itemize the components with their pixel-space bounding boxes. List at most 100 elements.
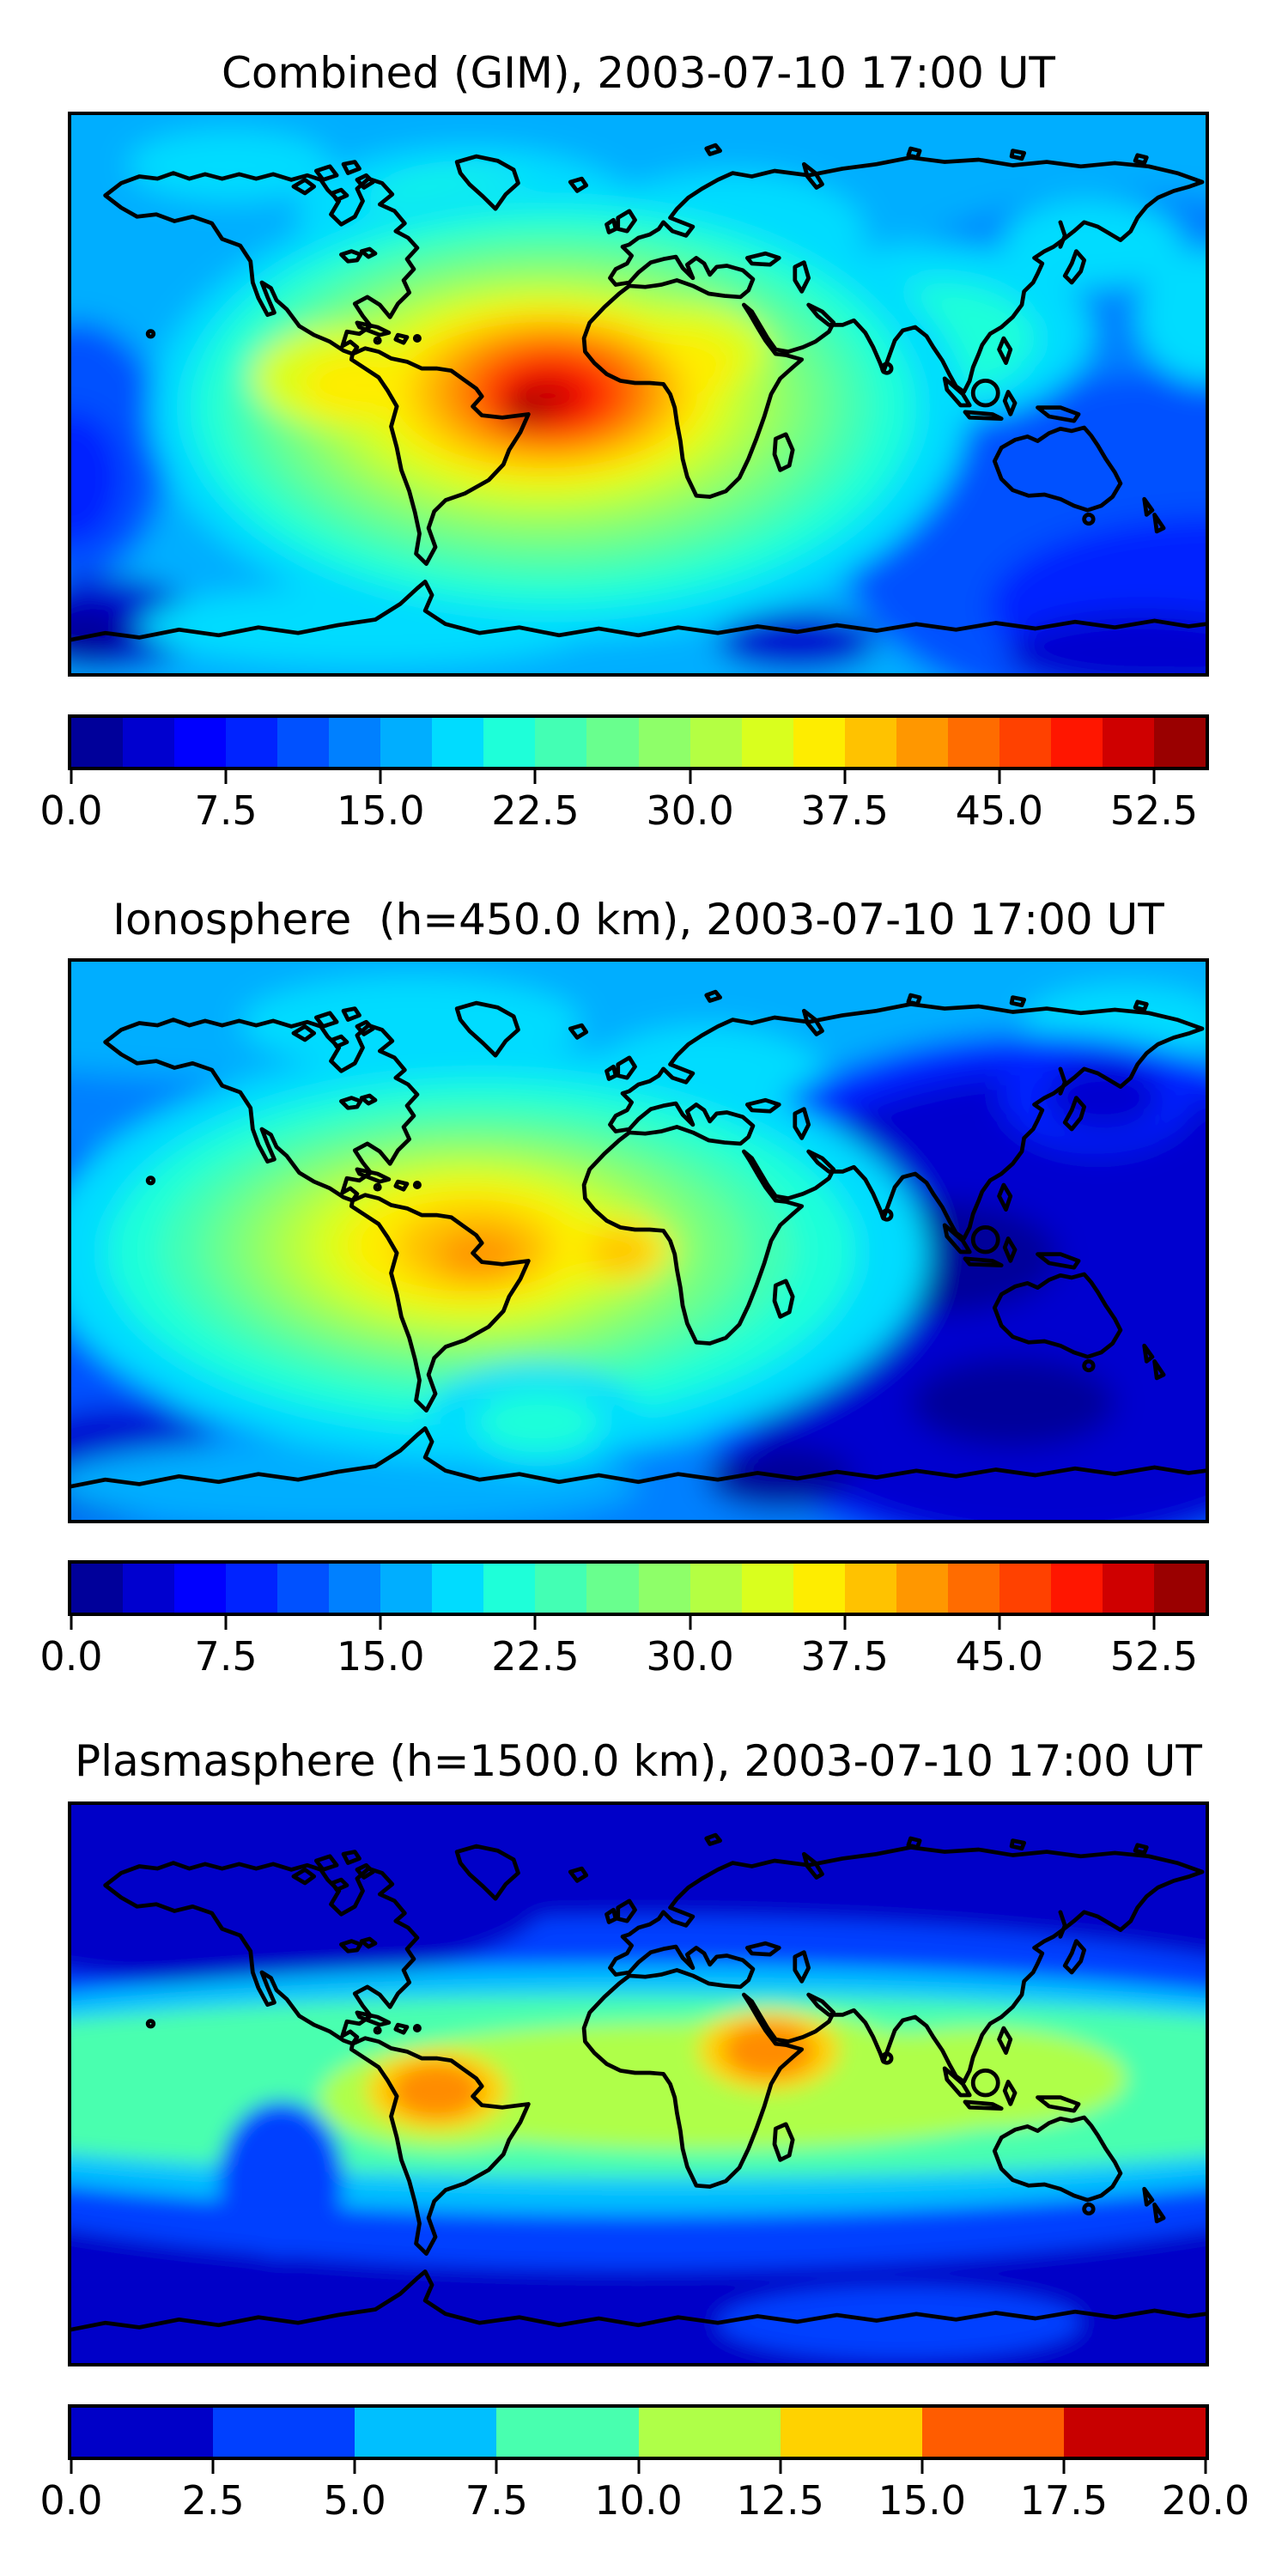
- tick-label: 37.5: [800, 1633, 889, 1680]
- tick-mark: [998, 769, 1001, 784]
- field-contour-blob: [910, 1358, 1115, 1448]
- field-contour-blob: [71, 1816, 548, 1984]
- colorbar-ticks: 0.0 7.5 15.0 22.5 30.0 37.5 45.0 52.5: [39, 1613, 1206, 1707]
- colorbar-segment: [483, 1564, 536, 1613]
- colorbar-segments: [71, 1564, 1206, 1613]
- colorbar-segment: [355, 2408, 497, 2457]
- field-contour-blob: [717, 2287, 1081, 2359]
- tick-label: 15.0: [337, 787, 425, 834]
- colorbar-segment: [174, 718, 227, 767]
- colorbar-segment: [71, 2408, 214, 2457]
- colorbar-segment: [226, 1564, 278, 1613]
- colorbar-segment: [921, 2408, 1064, 2457]
- tick-mark: [211, 2458, 215, 2474]
- colorbar-segment: [793, 718, 845, 767]
- map-svg-combined: [71, 115, 1206, 673]
- tec-field-plasmasphere: [71, 1805, 1206, 2363]
- field-contour-blob: [218, 2100, 344, 2257]
- tec-field-ionosphere: [71, 962, 1206, 1520]
- tick-label: 20.0: [1161, 2477, 1250, 2524]
- colorbar-segment: [586, 1564, 639, 1613]
- colorbar-segment: [1102, 1564, 1154, 1613]
- panel-title-plasmasphere: Plasmasphere (h=1500.0 km), 2003-07-10 1…: [75, 1736, 1202, 1786]
- tick-mark: [495, 2458, 498, 2474]
- tec-field-combined: [71, 115, 1206, 673]
- field-contour-blob: [241, 975, 582, 1071]
- colorbar-segment: [947, 718, 999, 767]
- tick-mark: [689, 1614, 692, 1630]
- tick-mark: [224, 1614, 228, 1630]
- colorbar-segment: [844, 1564, 896, 1613]
- colorbar-segment: [741, 718, 793, 767]
- colorbar-segment: [690, 1564, 742, 1613]
- colorbar-segment: [638, 2408, 781, 2457]
- tick-label: 15.0: [878, 2477, 966, 2524]
- field-contour-blob: [301, 351, 420, 419]
- colorbar-segment: [123, 718, 175, 767]
- colorbar-segment: [535, 718, 587, 767]
- colorbar-segment: [213, 2408, 355, 2457]
- field-contour-blob: [717, 612, 877, 671]
- colorbar-segment: [1050, 718, 1103, 767]
- tick-label: 12.5: [736, 2477, 824, 2524]
- tick-label: 22.5: [491, 787, 580, 834]
- field-contour-blob: [476, 1390, 601, 1453]
- field-contour-blob: [436, 1230, 523, 1279]
- colorbar-segment: [586, 718, 639, 767]
- tick-mark: [224, 769, 228, 784]
- colorbar-ticks: 0.0 2.5 5.0 7.5 10.0 12.5 15.0 17.5 20.0: [39, 2457, 1249, 2551]
- colorbar-segment: [896, 718, 948, 767]
- world-map-combined: [68, 112, 1209, 677]
- panel-title-combined: Combined (GIM), 2003-07-10 17:00 UT: [222, 48, 1055, 98]
- colorbar-segment: [1050, 1564, 1103, 1613]
- world-map-ionosphere: [68, 958, 1209, 1523]
- colorbar-segment: [329, 1564, 381, 1613]
- panel-title-ionosphere: Ionosphere (h=450.0 km), 2003-07-10 17:0…: [112, 895, 1164, 945]
- colorbar-segment: [432, 1564, 484, 1613]
- field-contour-blob: [1006, 612, 1206, 673]
- field-contour-blob: [1137, 249, 1206, 383]
- colorbar-segment: [947, 1564, 999, 1613]
- colorbar-segment: [71, 1564, 124, 1613]
- colorbar-segment: [496, 2408, 639, 2457]
- colorbar-segment: [71, 718, 124, 767]
- colorbar-segment: [1102, 718, 1154, 767]
- tick-mark: [70, 1614, 73, 1630]
- tick-mark: [379, 1614, 382, 1630]
- map-svg-ionosphere: [71, 962, 1206, 1520]
- tick-mark: [533, 769, 537, 784]
- colorbar-combined: 0.0 7.5 15.0 22.5 30.0 37.5 45.0 52.5: [39, 714, 1209, 832]
- colorbar-segment: [1063, 2408, 1206, 2457]
- colorbar-segment: [226, 718, 278, 767]
- tick-label: 45.0: [955, 1633, 1044, 1680]
- tick-mark: [70, 2458, 73, 2474]
- tick-mark: [779, 2458, 782, 2474]
- colorbar-segment: [380, 718, 433, 767]
- field-contour-blob: [71, 410, 123, 545]
- tick-mark: [70, 769, 73, 784]
- colorbar-segment: [1153, 718, 1206, 767]
- tick-label: 22.5: [491, 1633, 580, 1680]
- tick-mark: [920, 2458, 924, 2474]
- tick-label: 52.5: [1109, 787, 1199, 834]
- tick-mark: [1204, 2458, 1207, 2474]
- field-contour-blob: [723, 2022, 815, 2079]
- tick-label: 2.5: [181, 2477, 245, 2524]
- tick-label: 15.0: [337, 1633, 425, 1680]
- tick-label: 5.0: [323, 2477, 386, 2524]
- tick-mark: [353, 2458, 356, 2474]
- tick-mark: [1152, 769, 1156, 784]
- colorbar-segment: [432, 718, 484, 767]
- colorbar-ionosphere: 0.0 7.5 15.0 22.5 30.0 37.5 45.0 52.5: [39, 1560, 1209, 1678]
- tick-label: 0.0: [39, 787, 103, 834]
- world-map-plasmasphere: [68, 1801, 1209, 2366]
- colorbar-segment: [638, 1564, 690, 1613]
- tick-label: 37.5: [800, 787, 889, 834]
- tick-label: 7.5: [194, 787, 258, 834]
- colorbar-segment: [999, 1564, 1051, 1613]
- tick-label: 45.0: [955, 787, 1044, 834]
- tick-label: 30.0: [646, 1633, 734, 1680]
- colorbar-plasmasphere: 0.0 2.5 5.0 7.5 10.0 12.5 15.0 17.5 20.0: [39, 2404, 1249, 2522]
- tick-label: 30.0: [646, 787, 734, 834]
- colorbar-segment: [741, 1564, 793, 1613]
